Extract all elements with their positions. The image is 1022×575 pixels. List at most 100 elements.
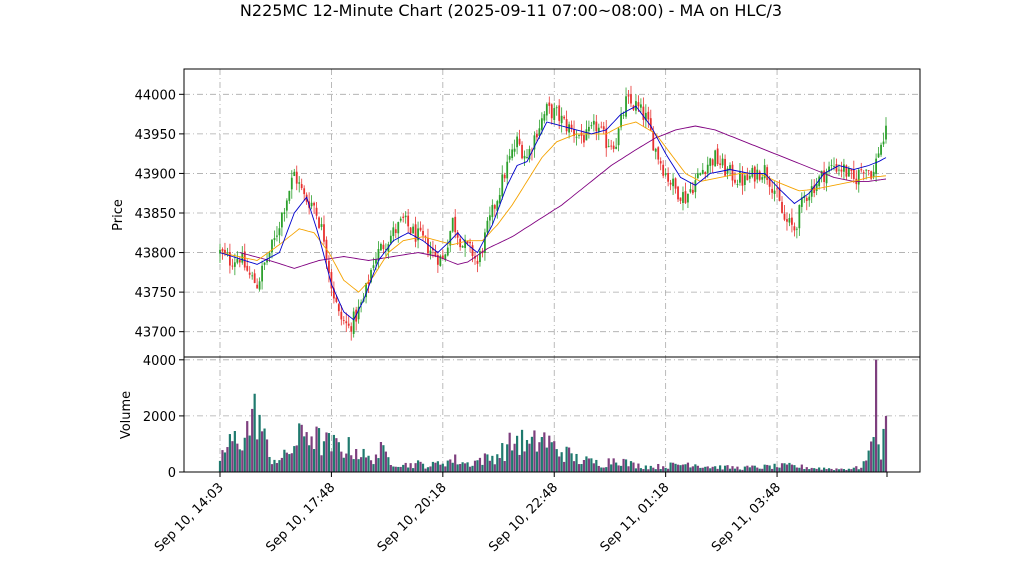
volume-bar xyxy=(563,461,566,472)
candle-body xyxy=(367,281,370,284)
volume-bar xyxy=(464,463,467,472)
candle-body xyxy=(575,136,578,138)
volume-bar xyxy=(721,469,724,472)
candle-body xyxy=(761,177,764,180)
volume-bar xyxy=(731,466,734,472)
candle-body xyxy=(271,239,273,253)
candle-body xyxy=(246,265,249,271)
candle-body xyxy=(677,186,679,200)
candle-body xyxy=(791,217,793,225)
volume-bar xyxy=(823,467,826,472)
candle-body xyxy=(536,134,538,138)
volume-bar xyxy=(610,464,613,472)
candle-body xyxy=(828,166,830,172)
volume-bar xyxy=(223,452,227,472)
candle-body xyxy=(835,164,838,172)
candle-body xyxy=(550,104,553,119)
ma-fast-line xyxy=(219,105,887,321)
candle-body xyxy=(830,164,833,166)
candle-body xyxy=(486,220,489,233)
volume-bar xyxy=(295,445,298,472)
volume-bar xyxy=(684,464,687,472)
x-tick-label: Sep 10, 14:03 xyxy=(152,480,227,555)
volume-bar xyxy=(674,463,677,472)
volume-bar xyxy=(540,437,543,472)
candle-body xyxy=(694,180,697,193)
volume-bar xyxy=(696,465,699,472)
volume-bar xyxy=(637,463,640,472)
volume-bar xyxy=(827,468,831,472)
candle-body xyxy=(808,196,811,201)
volume-bar xyxy=(605,467,608,472)
volume-bar xyxy=(857,469,860,472)
volume-panel-frame xyxy=(183,356,921,473)
candle-body xyxy=(818,176,821,187)
volume-bar xyxy=(565,446,568,472)
volume-bar xyxy=(327,433,331,472)
candle-body xyxy=(491,204,494,218)
volume-bar xyxy=(325,432,328,472)
volume-bar xyxy=(377,458,380,472)
volume-bar xyxy=(642,469,645,472)
candle-body xyxy=(526,157,528,159)
volume-bar xyxy=(312,449,316,472)
candle-body xyxy=(545,104,548,116)
candle-body xyxy=(664,173,667,175)
volume-bar xyxy=(538,442,541,472)
candle-body xyxy=(691,189,694,194)
volume-bar xyxy=(867,450,870,472)
candle-body xyxy=(724,158,726,176)
volume-bar xyxy=(397,466,400,472)
volume-bar xyxy=(874,359,878,472)
candle-body xyxy=(857,169,860,185)
candle-body xyxy=(464,239,467,248)
volume-bar xyxy=(711,466,714,472)
volume-bar xyxy=(847,468,850,472)
candle-body xyxy=(704,172,707,175)
candle-body xyxy=(583,135,585,143)
volume-bar xyxy=(820,469,823,472)
volume-bar xyxy=(587,458,590,472)
candle-body xyxy=(696,173,699,179)
candle-body xyxy=(404,215,407,218)
volume-bar xyxy=(466,462,469,472)
candle-body xyxy=(345,321,348,324)
volume-bar xyxy=(691,466,694,472)
candle-body xyxy=(558,105,561,121)
candle-body xyxy=(377,249,380,262)
volume-y-axis: 0 2000 4000 xyxy=(143,354,184,481)
candle-body xyxy=(278,228,281,236)
volume-bar xyxy=(481,464,484,472)
candle-body xyxy=(231,265,234,267)
volume-bar xyxy=(501,443,504,472)
candle-body xyxy=(466,241,469,244)
candle-body xyxy=(872,171,875,177)
candle-body xyxy=(805,197,808,201)
candle-body xyxy=(756,169,759,180)
candle-body xyxy=(882,141,885,145)
volume-bar xyxy=(231,441,234,472)
candle-body xyxy=(330,272,333,289)
volume-bar xyxy=(268,456,271,472)
candle-body xyxy=(251,275,254,277)
volume-bar xyxy=(258,414,261,472)
price-grid xyxy=(184,69,920,357)
volume-bar xyxy=(335,438,338,472)
volume-bar xyxy=(449,459,452,472)
volume-tick-label: 4000 xyxy=(143,354,176,369)
volume-bar xyxy=(632,462,635,472)
volume-bar xyxy=(790,464,794,472)
volume-bar xyxy=(424,468,427,472)
volume-bar xyxy=(785,464,789,472)
volume-bar xyxy=(402,464,405,472)
candle-body xyxy=(253,273,256,283)
candle-body xyxy=(434,251,437,257)
candle-body xyxy=(625,96,627,117)
volume-bar xyxy=(862,461,865,472)
price-y-axis: 43700 43750 43800 43850 43900 43950 44000 xyxy=(135,88,184,341)
candle-body xyxy=(229,252,231,266)
volume-bar xyxy=(545,447,548,472)
x-tick-label: Sep 10, 22:48 xyxy=(486,480,561,555)
volume-bar xyxy=(585,456,588,472)
